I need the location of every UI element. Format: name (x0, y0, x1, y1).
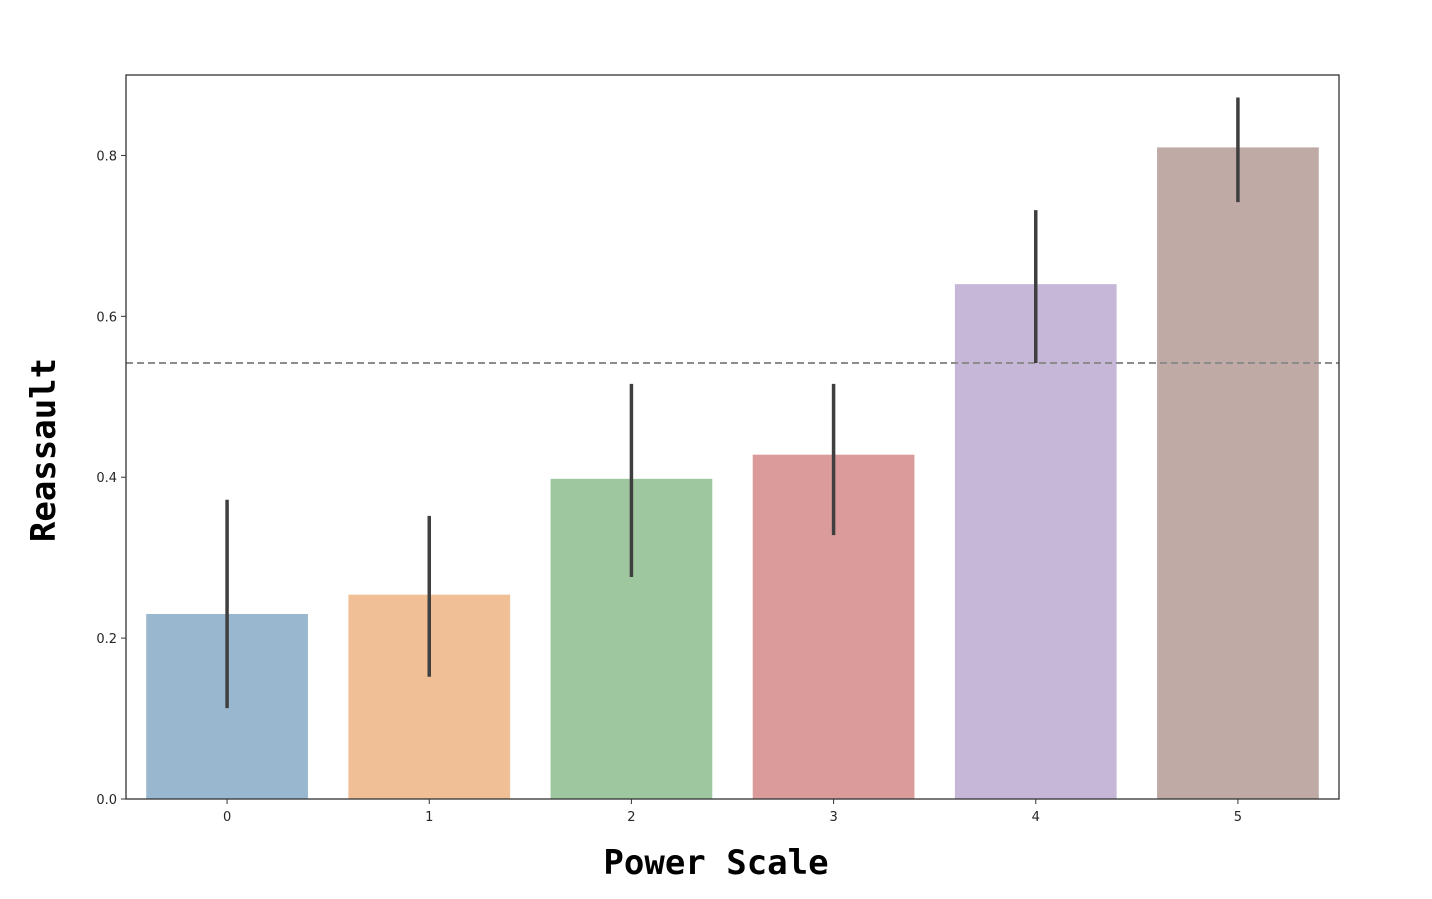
bars-group (146, 147, 1319, 800)
y-axis: 0.0 0.2 0.4 0.6 0.8 (96, 149, 126, 808)
y-tick-label: 0.8 (96, 149, 117, 164)
y-tick-label: 0.0 (96, 793, 117, 808)
x-tick-label: 2 (627, 810, 635, 825)
y-tick-label: 0.6 (96, 310, 117, 325)
y-axis-title: Reassault (24, 358, 64, 542)
x-tick-label: 3 (829, 810, 837, 825)
error-bars-group (225, 97, 1240, 709)
y-tick-label: 0.4 (96, 471, 117, 486)
x-axis: 0 1 2 3 4 5 (223, 799, 1242, 825)
bar-5 (1157, 147, 1319, 799)
plot-frame (125, 74, 1340, 800)
bar-4 (954, 284, 1117, 800)
x-tick-label: 1 (425, 810, 433, 825)
x-axis-title: Power Scale (603, 843, 828, 883)
y-tick-label: 0.2 (96, 632, 117, 647)
x-tick-label: 0 (223, 810, 231, 825)
x-tick-label: 4 (1032, 810, 1040, 825)
x-tick-label: 5 (1234, 810, 1242, 825)
